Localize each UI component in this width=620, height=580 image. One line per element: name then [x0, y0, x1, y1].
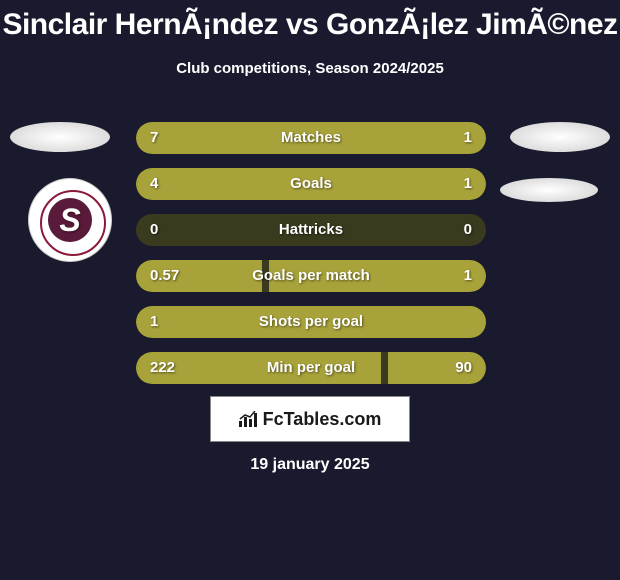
stat-label: Min per goal [136, 352, 486, 384]
stat-value-right: 90 [455, 352, 472, 384]
footer-date: 19 january 2025 [0, 456, 620, 474]
chart-icon [239, 411, 259, 432]
stat-value-right: 0 [464, 214, 472, 246]
branding-text: FcTables.com [263, 409, 382, 430]
player-right-avatar-placeholder [510, 122, 610, 152]
stat-label: Hattricks [136, 214, 486, 246]
stat-value-left: 222 [150, 352, 175, 384]
stat-label: Goals per match [136, 260, 486, 292]
stat-value-right: 1 [464, 168, 472, 200]
page-subtitle: Club competitions, Season 2024/2025 [0, 60, 620, 77]
stat-row: Hattricks0 0 [136, 214, 486, 246]
stat-value-left: 1 [150, 306, 158, 338]
stat-value-right: 1 [464, 260, 472, 292]
comparison-stats: Matches71Goals41Hattricks00Goals per mat… [136, 122, 486, 398]
club-badge-left: S [28, 178, 112, 262]
stat-value-left: 7 [150, 122, 158, 154]
player-left-avatar-placeholder [10, 122, 110, 152]
stat-value-left: 0 [150, 214, 158, 246]
stat-label: Goals [136, 168, 486, 200]
stat-row: Min per goal222 90 [136, 352, 486, 384]
stat-label: Shots per goal [136, 306, 486, 338]
stat-row: Goals4 1 [136, 168, 486, 200]
stat-value-left: 4 [150, 168, 158, 200]
club-badge-right-placeholder [500, 178, 598, 202]
stat-row: Matches7 1 [136, 122, 486, 154]
branding-badge[interactable]: FcTables.com [210, 396, 410, 442]
stat-label: Matches [136, 122, 486, 154]
club-badge-initial: S [48, 198, 92, 242]
stat-row: Goals per match0.57 1 [136, 260, 486, 292]
page-title: Sinclair HernÃ¡ndez vs GonzÃ¡lez JimÃ©ne… [0, 0, 620, 42]
stat-row: Shots per goal1 [136, 306, 486, 338]
stat-value-right: 1 [464, 122, 472, 154]
stat-value-left: 0.57 [150, 260, 179, 292]
